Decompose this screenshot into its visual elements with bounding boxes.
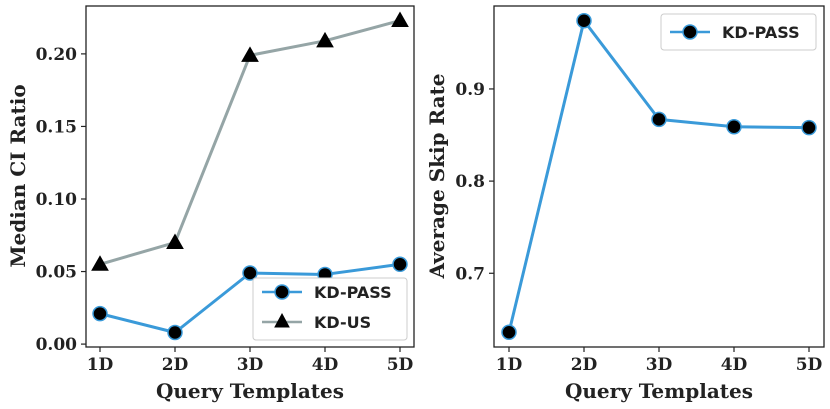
right-y-tick-label: 0.9: [455, 80, 485, 100]
right-x-tick-label: 1D: [496, 355, 523, 375]
left-x-tick-label: 2D: [162, 355, 189, 375]
right-x-tick-label: 4D: [721, 355, 748, 375]
left-legend-kdus-marker: [274, 312, 290, 328]
left-legend-kdpass-marker: [274, 284, 290, 300]
left-x-tick-label: 5D: [387, 355, 414, 375]
right-x-tick-label: 2D: [571, 355, 598, 375]
right-series-kdpass-point: [801, 119, 817, 136]
right-legend-kdpass-label: KD-PASS: [722, 23, 800, 42]
right-legend-box: [660, 13, 817, 51]
left-x-axis-label: Query Templates: [156, 379, 344, 403]
right-series-kdpass-point: [576, 12, 592, 29]
left-legend-kdpass-label: KD-PASS: [314, 283, 392, 302]
left-legend-kdus-label: KD-US: [314, 313, 371, 332]
left-series-kdpass-point: [392, 256, 408, 273]
right-series-kdpass-line: [507, 19, 810, 333]
left-x-tick-label: 1D: [87, 355, 114, 375]
left-series-kdus-point: [241, 46, 259, 62]
left-y-axis-label: Median CI Ratio: [6, 84, 30, 267]
right-x-axis-label: Query Templates: [565, 379, 753, 403]
left-y-tick-label: 0.05: [36, 263, 77, 283]
right-y-tick-label: 0.8: [455, 172, 485, 192]
left-y-tick-label: 0.15: [36, 117, 77, 137]
left-y-tick-label: 0.20: [36, 45, 78, 65]
right-legend: KD-PASS: [660, 13, 817, 51]
right-legend-kdpass-marker: [682, 24, 698, 40]
left-series-kdpass-point: [92, 305, 108, 322]
left-x-tick-label: 4D: [312, 355, 339, 375]
left-legend: KD-PASS KD-US: [252, 277, 408, 341]
right-series-kdpass-point: [651, 111, 667, 128]
right-y-tick-label: 0.7: [455, 264, 485, 284]
right-plot-frame: [493, 5, 825, 348]
left-series-kdpass-point: [167, 324, 183, 341]
right-series-kdpass-point: [726, 118, 742, 135]
right-series-kdpass-point: [501, 324, 517, 341]
left-x-tick-label: 3D: [237, 355, 264, 375]
left-series-kdus-point: [316, 31, 334, 48]
left-y-tick-label: 0.00: [36, 335, 78, 355]
left-series-kdpass-point: [242, 265, 258, 281]
right-x-tick-label: 3D: [646, 355, 673, 375]
left-y-tick-label: 0.10: [36, 190, 78, 210]
left-series-kdus-point: [166, 233, 184, 250]
left-series-kdus-point: [391, 11, 409, 28]
left-series-kdus-point: [91, 255, 109, 271]
right-y-axis-label: Average Skip Rate: [425, 73, 449, 279]
right-panel: 1D 2D 3D 4D 5D 0.7 0.8 0.9 Query Templates Aver…: [425, 5, 825, 403]
left-legend-box: [252, 277, 408, 341]
left-panel: 1D 2D 3D 4D 5D 0.00 0.05 0.10 0.15 0.20 Query Tem…: [6, 5, 415, 403]
right-x-tick-label: 5D: [796, 355, 823, 375]
